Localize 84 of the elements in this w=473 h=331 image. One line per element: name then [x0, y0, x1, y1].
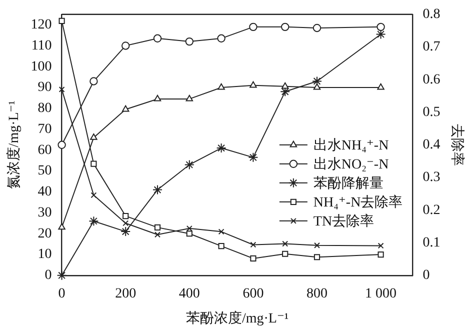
x-tick-label: 1 000: [365, 286, 397, 302]
point: [250, 242, 256, 248]
y2-tick-label: 0.2: [422, 202, 440, 218]
point: [186, 94, 194, 102]
point: [376, 29, 386, 40]
x-tick-label: 0: [58, 286, 66, 302]
legend-label: 出水NH₄⁺-N: [313, 138, 389, 154]
y-tick-label: 110: [31, 38, 52, 54]
y2-tick-label: 0.8: [422, 7, 440, 22]
y-tick-label: 60: [38, 142, 52, 158]
point: [378, 242, 384, 249]
point: [281, 22, 290, 32]
y-axis-title: 氮浓度/mg·L⁻¹: [6, 100, 22, 190]
y-tick-label: 50: [38, 164, 52, 179]
y2-tick-label: 0.3: [422, 170, 440, 186]
y2-tick-label: 0.1: [422, 235, 440, 250]
point: [122, 42, 130, 50]
point: [313, 83, 321, 90]
point: [312, 24, 322, 32]
y-tick-label: 100: [30, 59, 52, 74]
point: [154, 224, 161, 230]
x-axis-title: 苯酚浓度/mg·L⁻¹: [186, 310, 289, 326]
point: [154, 94, 162, 102]
point: [58, 18, 65, 24]
point: [217, 34, 226, 43]
y2-tick-label: 0.7: [422, 40, 440, 55]
point: [184, 160, 194, 170]
point: [152, 184, 162, 195]
point: [90, 133, 98, 140]
x-tick-label: 400: [178, 286, 200, 302]
y-tick-label: 20: [38, 226, 52, 242]
y-tick-label: 10: [38, 247, 52, 262]
y2-tick-label: 0.4: [422, 138, 440, 153]
y-tick-label: 70: [38, 122, 52, 137]
point: [88, 216, 99, 226]
point: [282, 240, 288, 247]
point: [377, 83, 384, 90]
point: [58, 86, 65, 92]
y-tick-label: 40: [38, 184, 52, 200]
point: [186, 225, 192, 232]
point: [249, 22, 258, 32]
point: [218, 242, 224, 250]
point: [122, 212, 129, 220]
x-tick-label: 200: [115, 286, 136, 302]
x-tick-label: 600: [242, 286, 264, 302]
y2-tick-label: 0.6: [422, 72, 440, 88]
point: [281, 82, 289, 89]
point: [122, 105, 130, 112]
point: [56, 270, 67, 280]
point: [58, 140, 66, 149]
point: [282, 250, 288, 257]
point: [314, 242, 320, 248]
y2-axis-title: 去除率: [448, 124, 465, 166]
point: [376, 22, 385, 32]
point: [90, 192, 97, 198]
point: [185, 37, 194, 46]
point: [90, 160, 97, 167]
point: [248, 152, 258, 162]
legend-label: TN去除率: [313, 214, 374, 230]
point: [250, 255, 256, 262]
legend-label: 苯酚降解量: [313, 176, 384, 192]
point: [154, 232, 160, 238]
y-tick-label: 120: [30, 18, 52, 33]
y2-tick-label: 0: [422, 268, 430, 284]
point: [186, 230, 192, 237]
point: [90, 77, 98, 86]
x-tick-label: 800: [306, 286, 328, 302]
y-tick-label: 0: [44, 268, 52, 284]
y2-tick-label: 0.5: [422, 104, 440, 120]
y-tick-label: 80: [38, 101, 52, 116]
y-tick-label: 30: [38, 205, 52, 220]
point: [216, 143, 226, 154]
point: [314, 254, 320, 260]
point: [218, 83, 225, 90]
point: [120, 226, 131, 237]
point: [250, 81, 257, 88]
point: [218, 228, 224, 235]
legend-label: NH₄⁺-N去除率: [313, 194, 403, 211]
y-tick-label: 90: [38, 80, 52, 96]
point: [122, 220, 129, 226]
point: [378, 251, 384, 258]
point: [153, 34, 162, 43]
legend-label: 出水NO₂⁻-N: [313, 156, 389, 173]
point: [312, 76, 322, 86]
